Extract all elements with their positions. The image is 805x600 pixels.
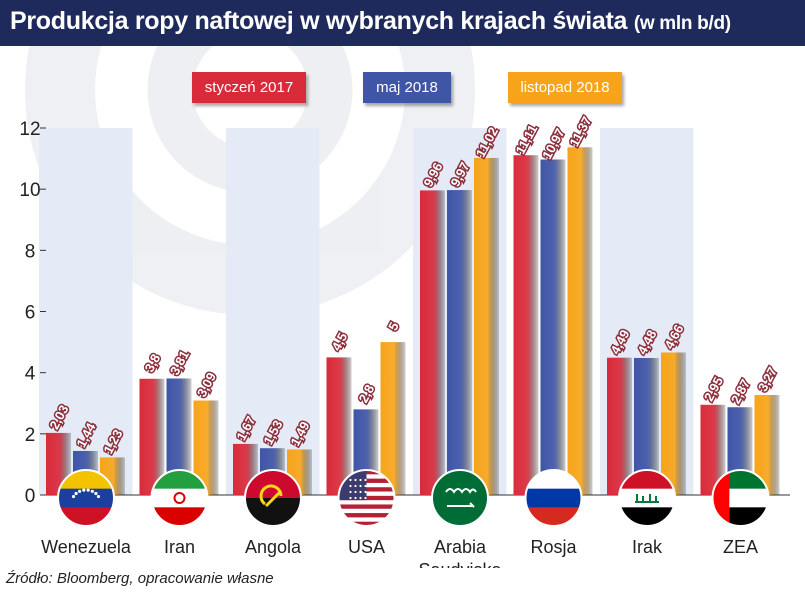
y-tick-label: 8 bbox=[25, 241, 36, 262]
data-label: 11,37 bbox=[566, 114, 594, 149]
bar-rosja-s1 bbox=[540, 159, 566, 495]
data-label: 3,8 bbox=[142, 352, 164, 375]
flag-iraq-icon bbox=[618, 469, 676, 527]
flag-venezuela-icon bbox=[57, 469, 115, 527]
flag-russia-icon bbox=[524, 469, 583, 527]
data-label: 2,8 bbox=[356, 382, 378, 405]
x-tick-label: ZEA bbox=[723, 537, 758, 557]
source-note: Źródło: Bloomberg, opracowanie własne bbox=[6, 570, 274, 587]
data-label: 3,09 bbox=[194, 370, 219, 399]
x-tick-label: Saudyjska bbox=[418, 560, 502, 568]
flag-saudi-arabia-icon bbox=[431, 469, 489, 527]
legend-item-maj-2018: maj 2018 bbox=[363, 72, 451, 103]
x-tick-label: Arabia bbox=[434, 537, 487, 557]
bar-arabia-saudyjska-s2 bbox=[474, 157, 499, 495]
x-tick-label: Irak bbox=[632, 537, 663, 557]
x-tick-label: USA bbox=[348, 537, 385, 557]
x-tick-label: Iran bbox=[164, 537, 195, 557]
y-tick-label: 2 bbox=[25, 425, 36, 446]
chart-title-main: Produkcja ropy naftowej w wybranych kraj… bbox=[10, 7, 628, 35]
data-label: 5 bbox=[385, 320, 402, 333]
flag-angola-icon bbox=[244, 469, 302, 527]
chart-title-unit: (w mln b/d) bbox=[633, 13, 731, 34]
bar-irak-s0 bbox=[607, 357, 632, 495]
bar-chart: 0246810122,033,81,674,59,9611,114,492,95… bbox=[19, 46, 790, 568]
y-tick-label: 0 bbox=[25, 486, 36, 507]
bar-rosja-s2 bbox=[567, 147, 593, 495]
data-label: 2,95 bbox=[701, 374, 726, 403]
y-tick-label: 12 bbox=[19, 119, 40, 140]
x-tick-label: Angola bbox=[245, 537, 302, 557]
bar-usa-s2 bbox=[380, 342, 406, 495]
x-tick-label: Rosja bbox=[530, 537, 577, 557]
legend-item-listopad-2018: listopad 2018 bbox=[508, 72, 622, 103]
legend-item-styczen-2017: styczeń 2017 bbox=[192, 72, 306, 103]
data-label: 3,81 bbox=[167, 348, 192, 377]
bar-usa-s0 bbox=[326, 357, 352, 495]
bar-irak-s2 bbox=[661, 352, 686, 495]
data-label: 3,27 bbox=[755, 365, 780, 394]
bar-arabia-saudyjska-s1 bbox=[447, 190, 472, 495]
flag-iran-icon bbox=[150, 469, 209, 527]
band-2 bbox=[226, 128, 320, 495]
x-tick-label: Wenezuela bbox=[41, 537, 132, 557]
data-label: 4,5 bbox=[329, 330, 351, 353]
y-tick-label: 6 bbox=[25, 303, 36, 324]
flag-uae-icon bbox=[711, 469, 770, 527]
data-label: 11,11 bbox=[513, 122, 541, 157]
chart-title: Produkcja ropy naftowej w wybranych kraj… bbox=[10, 7, 731, 36]
y-tick-label: 10 bbox=[19, 180, 40, 201]
title-bar: Produkcja ropy naftowej w wybranych kraj… bbox=[0, 0, 805, 46]
flag-usa-icon bbox=[337, 469, 396, 527]
bar-arabia-saudyjska-s0 bbox=[420, 190, 445, 495]
bar-rosja-s0 bbox=[513, 155, 539, 495]
y-tick-label: 4 bbox=[25, 364, 36, 385]
bar-iran-s0 bbox=[139, 378, 165, 495]
data-label: 10,97 bbox=[539, 126, 568, 162]
data-label: 2,87 bbox=[728, 377, 753, 406]
